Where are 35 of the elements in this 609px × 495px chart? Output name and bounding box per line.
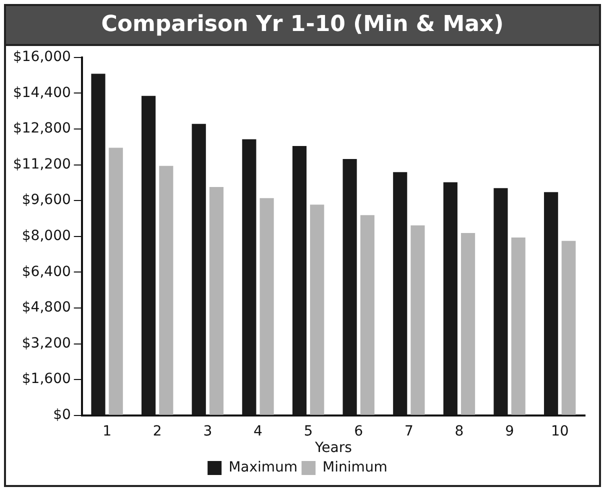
bar bbox=[360, 215, 374, 415]
y-tick-label: $4,800 bbox=[22, 300, 71, 316]
x-tick-label: 3 bbox=[203, 423, 212, 440]
x-tick-label: 8 bbox=[454, 423, 464, 440]
bar bbox=[108, 148, 123, 415]
bar bbox=[209, 186, 224, 415]
legend-label: Minimum bbox=[322, 460, 388, 476]
chart-title: Comparison Yr 1-10 (Min & Max) bbox=[6, 6, 599, 46]
x-tick-label: 7 bbox=[404, 423, 414, 440]
bar bbox=[562, 240, 576, 415]
y-tick-label: $9,600 bbox=[22, 192, 71, 208]
y-tick-label: $14,400 bbox=[12, 84, 71, 101]
bar bbox=[159, 166, 174, 415]
y-tick-label: $3,200 bbox=[22, 335, 71, 352]
x-axis-title: Years bbox=[314, 440, 352, 456]
y-tick-label: $11,200 bbox=[12, 156, 71, 172]
y-tick-label: $1,600 bbox=[22, 371, 71, 388]
x-tick-label: 5 bbox=[304, 423, 313, 440]
y-tick-label: $0 bbox=[53, 407, 71, 424]
y-tick-label: $16,000 bbox=[12, 49, 71, 66]
x-tick-label: 6 bbox=[354, 423, 364, 440]
bar bbox=[460, 233, 476, 415]
x-tick-label: 1 bbox=[102, 423, 112, 440]
y-tick-label: $6,400 bbox=[22, 264, 71, 280]
x-tick-label: 2 bbox=[152, 423, 162, 440]
bar bbox=[511, 238, 526, 415]
x-tick-label: 10 bbox=[550, 423, 569, 440]
bar bbox=[310, 204, 324, 415]
bar bbox=[260, 198, 274, 415]
y-tick-label: $8,000 bbox=[22, 228, 71, 244]
x-tick-label: 9 bbox=[505, 423, 514, 440]
y-tick-label: $12,800 bbox=[12, 120, 71, 137]
x-tick-label: 4 bbox=[254, 423, 263, 440]
legend-label: Maximum bbox=[228, 460, 298, 476]
bar bbox=[410, 225, 425, 415]
